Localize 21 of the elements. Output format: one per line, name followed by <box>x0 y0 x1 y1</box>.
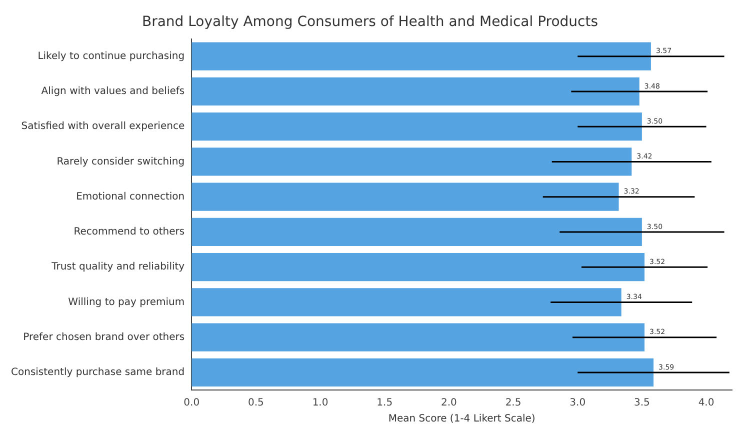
x-tick-label: 1.0 <box>312 398 328 409</box>
chart-title: Brand Loyalty Among Consumers of Health and Medical Products <box>142 14 598 30</box>
y-tick-label: Recommend to others <box>74 226 185 238</box>
y-tick-label: Trust quality and reliability <box>50 262 185 273</box>
x-axis-title: Mean Score (1-4 Likert Scale) <box>388 414 536 425</box>
y-tick-label: Rarely consider switching <box>56 156 185 168</box>
x-tick-label: 1.5 <box>376 398 393 409</box>
y-tick-label: Consistently purchase same brand <box>11 367 185 378</box>
x-tick-label: 2.0 <box>440 398 457 409</box>
x-tick-label: 2.5 <box>505 398 522 409</box>
y-tick-label: Align with values and beliefs <box>41 86 185 98</box>
y-tick-label: Prefer chosen brand over others <box>23 332 185 343</box>
x-tick-label: 4.0 <box>698 398 714 409</box>
y-tick-label: Likely to continue purchasing <box>38 50 185 62</box>
x-tick-label: 0.0 <box>184 398 200 409</box>
y-tick-label: Willing to pay premium <box>68 296 185 308</box>
y-tick-label: Emotional connection <box>76 191 185 202</box>
x-tick-label: 0.5 <box>248 398 264 409</box>
x-tick-label: 3.5 <box>634 398 650 409</box>
x-tick-label: 3.0 <box>570 398 586 409</box>
y-tick-label: Satisfied with overall experience <box>21 121 185 132</box>
